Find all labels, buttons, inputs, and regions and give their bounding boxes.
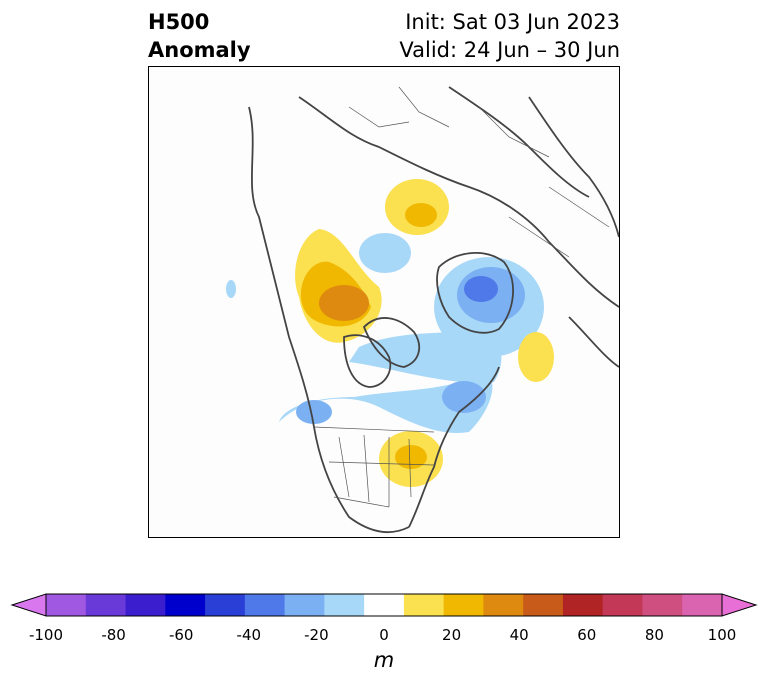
colorbar-segment: [165, 594, 206, 616]
positive-anomalies: [295, 179, 554, 487]
map-canvas: [226, 86, 619, 534]
anomaly-blue-west-mid: [296, 400, 332, 424]
colorbar-segment: [682, 594, 723, 616]
title-type: Anomaly: [148, 38, 251, 62]
anomaly-yellow-atlantic: [518, 332, 554, 382]
anomaly-blue-atlantic-mid: [442, 381, 486, 413]
colorbar-segment: [562, 594, 604, 616]
coastlines: [248, 86, 619, 534]
map-title: H500 Anomaly: [148, 8, 251, 64]
colorbar-graphic: [10, 593, 758, 617]
border-eurasia-4: [398, 86, 450, 128]
colorbar-segment: [364, 594, 405, 616]
coast-north-america-west: [248, 106, 410, 534]
anomaly-blue-aleutian: [226, 280, 236, 298]
colorbar-tick-label: -80: [101, 626, 126, 644]
border-state-4: [408, 438, 412, 498]
colorbar-tick-label: 40: [509, 626, 529, 644]
border-eurasia-1: [478, 106, 550, 158]
colorbar-extend-min: [10, 593, 47, 617]
colorbar-border: [45, 593, 723, 617]
colorbar-segment: [602, 594, 643, 616]
coast-arctic-islands: [362, 317, 421, 368]
colorbar-tick-label: -60: [168, 626, 194, 644]
colorbar-segment: [483, 594, 524, 616]
anomaly-orange-eastus: [395, 445, 427, 469]
colorbar-tick-label: 80: [644, 626, 664, 644]
coast-europe: [528, 96, 619, 238]
coast-greenland: [436, 252, 514, 334]
negative-anomalies: [226, 233, 544, 433]
colorbar-tick-label: -40: [236, 626, 262, 644]
colorbar-segment: [523, 594, 564, 616]
colorbar-tick-label: 100: [707, 626, 737, 644]
colorbar-segment: [403, 594, 445, 616]
colorbar-extend-max: [721, 593, 758, 617]
border-us-mexico: [333, 496, 390, 508]
border-state-2: [363, 434, 370, 503]
colorbar-segment: [85, 594, 127, 616]
border-state-1: [338, 436, 350, 498]
colorbar-segment: [443, 594, 484, 616]
border-eurasia-2: [348, 106, 410, 128]
map-dates: Init: Sat 03 Jun 2023 Valid: 24 Jun – 30…: [399, 8, 620, 64]
border-eurasia-5: [508, 216, 570, 258]
colorbar-tick-label: -100: [28, 626, 64, 644]
colorbar-segment: [205, 594, 246, 616]
colorbar-tick-label: -20: [304, 626, 329, 644]
border-us-canada: [313, 426, 435, 433]
title-variable: H500: [148, 10, 210, 34]
colorbar-segment: [324, 594, 365, 616]
colorbar-units: m: [373, 648, 395, 672]
colorbar-tick-label: 20: [442, 626, 462, 644]
coast-north-america-east: [408, 366, 500, 528]
anomaly-map: [148, 66, 620, 538]
political-borders: [313, 86, 610, 508]
border-eurasia-3: [548, 186, 610, 228]
colorbar-segment: [46, 594, 87, 616]
anomaly-blue-baffin: [359, 233, 411, 273]
init-date: Init: Sat 03 Jun 2023: [405, 10, 620, 34]
coast-eurasia-north: [298, 96, 619, 308]
colorbar-tick-label: 0: [379, 626, 389, 644]
anomaly-blue-west: [279, 372, 493, 433]
valid-range: Valid: 24 Jun – 30 Jun: [399, 38, 620, 62]
colorbar-segment: [244, 594, 286, 616]
colorbar: [10, 590, 758, 624]
anomaly-blue-greenland-core: [464, 276, 498, 302]
anomaly-blue-band: [349, 329, 502, 383]
anomaly-darkorange-alaska: [319, 285, 369, 321]
colorbar-segment: [125, 594, 166, 616]
colorbar-segment: [642, 594, 683, 616]
colorbar-tick-label: 60: [577, 626, 597, 644]
anomaly-orange-siberia: [405, 203, 437, 227]
coast-mediterranean: [568, 316, 619, 368]
border-state-5: [328, 461, 435, 466]
colorbar-segment: [284, 594, 325, 616]
